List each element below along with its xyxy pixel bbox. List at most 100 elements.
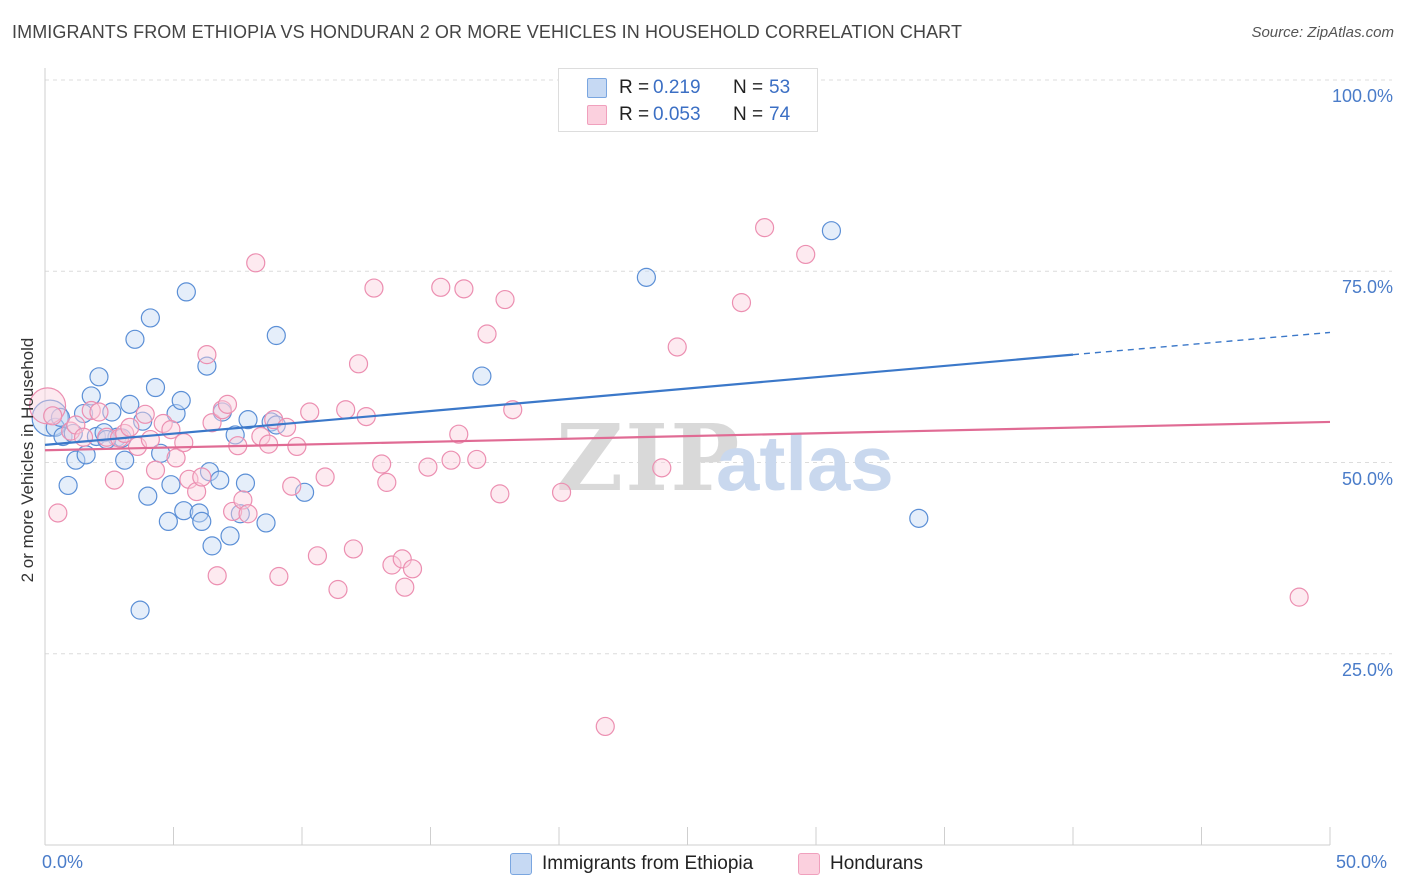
series-legend: Immigrants from Ethiopia Hondurans [0,852,1406,878]
honduran-point [477,324,497,344]
honduran-point [246,253,266,273]
legend-r-label: R = [619,104,650,125]
trend-lines [44,331,1331,452]
ethiopia-point [66,450,86,470]
ethiopia-point [125,329,145,349]
legend-n-label: N = [733,77,764,98]
honduran-point [174,433,194,453]
ethiopia-point [176,282,196,302]
ethiopia-point [73,403,94,424]
honduran-point [467,449,487,470]
honduran-point [207,566,227,586]
honduran-point [490,484,510,504]
series-legend-label: Immigrants from Ethiopia [542,853,754,874]
honduran-point [454,279,474,299]
honduran-point [449,424,469,444]
honduran-point [269,566,289,587]
honduran-point [145,460,166,480]
honduran-point [282,476,302,496]
correlation-legend: R = 0.219 N = 53 R = 0.053 N = 74 [558,68,818,132]
legend-r-label: R = [619,77,650,98]
honduran-point [202,413,222,433]
series-legend-swatch-honduran [798,853,820,875]
honduran-point [140,429,160,450]
honduran-point [192,467,212,487]
source-label: Source: ZipAtlas.com [1251,24,1394,41]
ethiopia-point [636,267,656,287]
honduran-point [595,716,615,737]
honduran-point [796,244,816,265]
ethiopia-point [909,508,929,528]
honduran-point [731,293,752,313]
honduran-point [1289,587,1309,607]
honduran-point [667,337,687,357]
honduran-point [754,218,775,238]
ethiopia-point [145,377,166,398]
honduran-point [395,577,415,597]
honduran-point [343,539,363,559]
honduran-point [418,457,438,477]
legend-r-value: 0.053 [653,104,701,125]
series-legend-swatch-ethiopia [510,853,532,875]
ethiopia-point [81,386,101,406]
y-tick-label: 75.0% [1341,277,1393,298]
honduran-point [153,413,173,434]
ethiopia-point [130,600,150,620]
legend-n-value: 53 [769,77,791,98]
legend-swatch-honduran [587,105,607,125]
honduran-point [441,450,461,470]
honduran-point [328,579,348,600]
watermark-zip: ZIP [556,404,741,512]
ethiopia-point [256,513,276,533]
honduran-point [73,427,94,447]
honduran-point [120,417,140,437]
ethiopia-point [210,470,230,490]
honduran-point [364,278,384,298]
legend-n-value: 74 [769,104,791,125]
axes [44,68,1331,846]
ethiopia-point [821,221,842,241]
honduran-point [495,289,515,310]
honduran-point [382,555,402,575]
honduran-point [48,503,68,523]
ethiopia-point [58,475,78,496]
ethiopia-point [192,511,212,532]
trend-line-ethiopia [44,353,1074,447]
honduran-point [392,549,412,569]
honduran-point [166,448,186,468]
ethiopia-point [161,475,181,495]
series-honduran-points [28,218,1309,737]
legend-swatch-ethiopia [587,78,607,98]
ethiopia-point [238,410,258,430]
gridlines [45,79,1392,655]
honduran-point [431,277,451,297]
honduran-point [276,417,297,437]
honduran-point [212,400,232,420]
honduran-point [81,400,101,421]
legend-n-label: N = [733,104,764,125]
ethiopia-point [158,511,178,532]
honduran-point [238,504,258,524]
ethiopia-point [138,486,158,506]
honduran-point [287,436,307,457]
y-tick-label: 25.0% [1341,659,1393,680]
ethiopia-point [220,526,240,546]
watermark: ZIP atlas [556,404,894,512]
legend-r-value: 0.219 [653,77,701,98]
ethiopia-point [89,367,109,387]
series-legend-label: Hondurans [830,853,923,874]
honduran-point [66,415,86,435]
honduran-point [348,354,369,374]
honduran-point [104,470,124,490]
honduran-point [300,402,320,422]
ethiopia-point [202,536,222,556]
honduran-point [372,454,392,474]
ethiopia-point [115,450,135,470]
honduran-point [307,546,328,566]
chart-title: IMMIGRANTS FROM ETHIOPIA VS HONDURAN 2 O… [12,22,963,42]
ethiopia-point [472,366,492,386]
y-tick-label: 100.0% [1331,86,1393,106]
honduran-point [336,400,356,420]
ethiopia-point [266,325,286,346]
